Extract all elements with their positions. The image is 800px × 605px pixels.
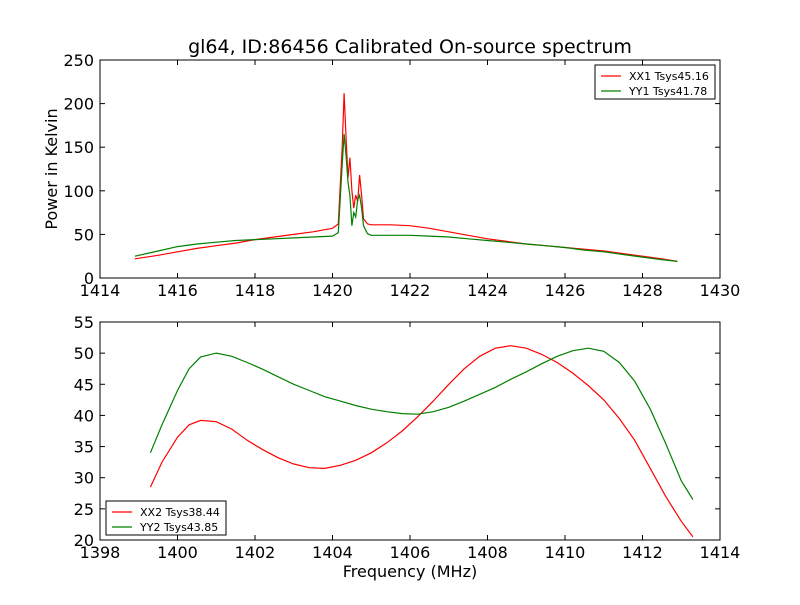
legend-box [594, 64, 716, 100]
legend-box [105, 500, 227, 536]
legend-entry: XX2 Tsys38.44 [140, 506, 220, 519]
chart-title: gl64, ID:86456 Calibrated On-source spec… [188, 36, 632, 58]
x-tick-label: 1416 [157, 281, 198, 300]
x-tick-label: 1412 [622, 543, 663, 562]
x-tick-label: 1420 [312, 281, 353, 300]
x-tick-label: 1402 [235, 543, 276, 562]
x-tick-label: 1424 [467, 281, 508, 300]
y-tick-label: 50 [74, 225, 94, 244]
y-tick-label: 100 [63, 182, 94, 201]
y-tick-label: 40 [74, 406, 94, 425]
x-tick-label: 1422 [390, 281, 431, 300]
x-tick-label: 1428 [622, 281, 663, 300]
legend-entry: YY2 Tsys43.85 [139, 521, 218, 534]
y-tick-label: 20 [74, 531, 94, 550]
legend: XX2 Tsys38.44 YY2 Tsys43.85 [105, 500, 227, 536]
y-tick-label: 35 [74, 438, 94, 457]
x-tick-label: 1418 [235, 281, 276, 300]
x-tick-label: 1406 [390, 543, 431, 562]
y-tick-label: 150 [63, 138, 94, 157]
x-tick-label: 1414 [80, 281, 121, 300]
series-line-1-1 [134, 93, 678, 262]
series-line-2-2 [149, 347, 694, 500]
x-axis-label: Frequency (MHz) [343, 562, 477, 581]
series-line-1-2 [134, 134, 678, 262]
x-tick-label: 1410 [545, 543, 586, 562]
x-tick-label: 1426 [545, 281, 586, 300]
legend-entry: XX1 Tsys45.16 [629, 70, 709, 83]
y-tick-label: 50 [74, 344, 94, 363]
y-axis-label: Power in Kelvin [42, 108, 61, 229]
top-plot: 1414 1416 1418 1420 1422 1424 1426 1428 1430 0 50 1… [42, 51, 740, 300]
y-tick-label: 250 [63, 51, 94, 70]
x-tick-label: 1414 [700, 543, 741, 562]
legend-entry: YY1 Tsys41.78 [628, 85, 707, 98]
y-tick-label: 0 [84, 269, 94, 288]
bottom-plot: 1398 1400 1402 1404 1406 1408 1410 1412 1414 20 25… [74, 313, 741, 581]
x-tick-label: 1408 [467, 543, 508, 562]
x-tick-label: 1398 [80, 543, 121, 562]
x-tick-label: 1400 [157, 543, 198, 562]
y-tick-label: 200 [63, 95, 94, 114]
legend: XX1 Tsys45.16 YY1 Tsys41.78 [594, 64, 716, 100]
y-tick-label: 55 [74, 313, 94, 332]
y-tick-label: 25 [74, 500, 94, 519]
y-tick-label: 45 [74, 375, 94, 394]
y-tick-label: 30 [74, 469, 94, 488]
series-line-2-1 [149, 345, 694, 538]
x-tick-label: 1404 [312, 543, 353, 562]
x-tick-label: 1430 [700, 281, 741, 300]
